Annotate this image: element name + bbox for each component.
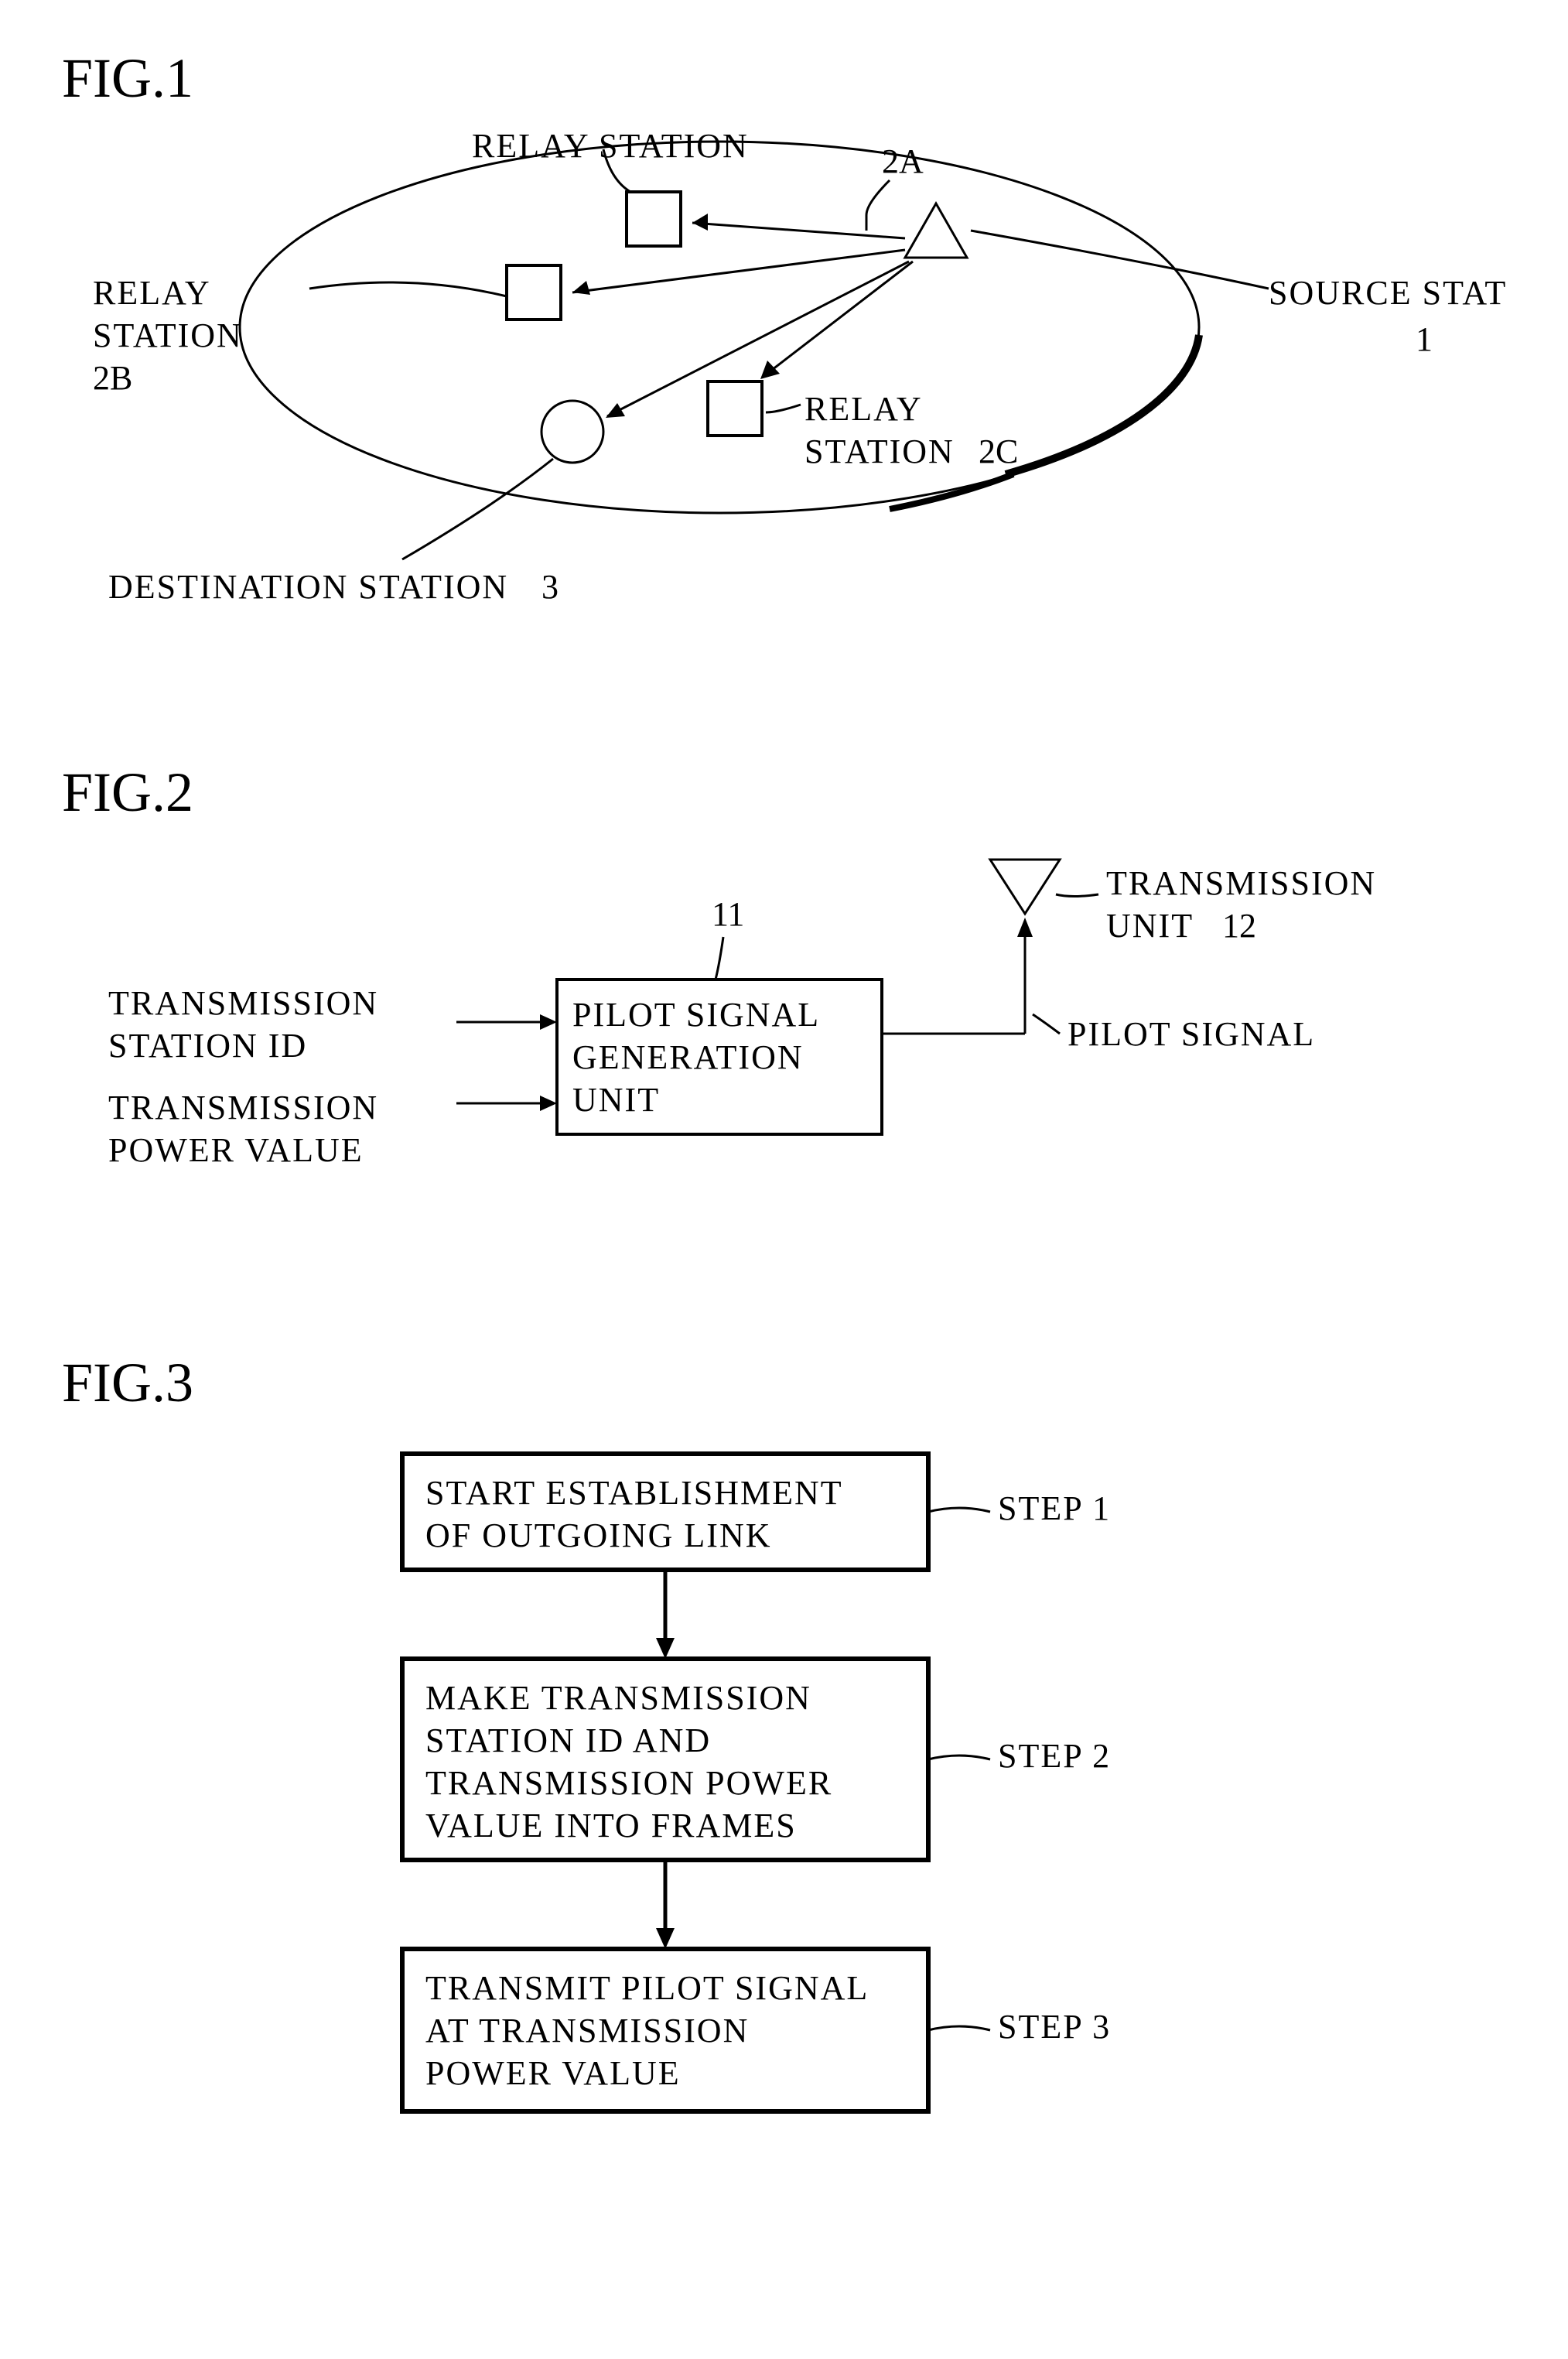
antenna-arrow bbox=[1017, 918, 1033, 937]
arrow-to-dest-head bbox=[606, 403, 625, 418]
fig3-title: FIG.3 bbox=[62, 1351, 1506, 1415]
fig3-flowchart: START ESTABLISHMENT OF OUTGOING LINK STE… bbox=[62, 1431, 1506, 2189]
relay-2c-num: 2C bbox=[979, 432, 1018, 470]
tx-line2: UNIT bbox=[1106, 907, 1194, 945]
cell-ellipse-thick bbox=[1006, 335, 1199, 474]
block-line1: PILOT SIGNAL bbox=[572, 996, 820, 1034]
step2-label: STEP 2 bbox=[998, 1737, 1111, 1775]
leader-step2 bbox=[928, 1756, 990, 1759]
input2-line2: POWER VALUE bbox=[108, 1131, 364, 1169]
leader-step1 bbox=[928, 1508, 990, 1512]
step3-line1: TRANSMIT PILOT SIGNAL bbox=[425, 1969, 869, 2007]
leader-2a-num bbox=[866, 180, 890, 231]
relay-2b-label2: STATION bbox=[93, 316, 243, 354]
leader-11 bbox=[716, 937, 723, 979]
relay-2b-label1: RELAY bbox=[93, 274, 211, 312]
relay-2c-label1: RELAY bbox=[804, 390, 923, 428]
antenna-icon bbox=[990, 860, 1060, 914]
step2-line2: STATION ID AND bbox=[425, 1721, 711, 1759]
step1-label: STEP 1 bbox=[998, 1489, 1111, 1527]
cell-ellipse-thick2 bbox=[890, 474, 1013, 509]
relay-station-label: RELAY STATION bbox=[472, 127, 749, 165]
step2-line3: TRANSMISSION POWER bbox=[425, 1764, 832, 1802]
source-station-triangle bbox=[905, 203, 967, 258]
leader-source bbox=[971, 231, 1269, 289]
arrow-to-2b bbox=[572, 250, 905, 292]
leader-step3 bbox=[928, 2026, 990, 2030]
dest-num: 3 bbox=[541, 568, 559, 606]
input2-line1: TRANSMISSION bbox=[108, 1089, 378, 1127]
fig1-title: FIG.1 bbox=[62, 46, 1506, 111]
relay-2b-box bbox=[507, 265, 561, 320]
block-num: 11 bbox=[712, 895, 744, 933]
step2-line4: VALUE INTO FRAMES bbox=[425, 1807, 797, 1844]
arrow-input2-head bbox=[540, 1096, 557, 1111]
leader-tx bbox=[1056, 894, 1098, 897]
fig1-diagram: RELAY STATION 2A RELAY STATION 2B RELAY … bbox=[62, 126, 1506, 637]
dest-label: DESTINATION STATION bbox=[108, 568, 508, 606]
arrow-to-2c-head bbox=[760, 361, 780, 379]
relay-2c-label2: STATION bbox=[804, 432, 955, 470]
relay-2b-num: 2B bbox=[93, 359, 132, 397]
destination-circle bbox=[541, 401, 603, 463]
arrow-to-2c bbox=[762, 262, 913, 378]
leader-2b bbox=[309, 282, 507, 296]
block-line2: GENERATION bbox=[572, 1038, 804, 1076]
tx-num: 12 bbox=[1222, 907, 1256, 945]
arrow-to-2b-head bbox=[572, 281, 590, 295]
input1-line1: TRANSMISSION bbox=[108, 984, 378, 1022]
arrow-2-3-head bbox=[656, 1928, 675, 1949]
step3-label: STEP 3 bbox=[998, 2008, 1111, 2046]
figure-3: FIG.3 START ESTABLISHMENT OF OUTGOING LI… bbox=[62, 1351, 1506, 2189]
arrow-1-2-head bbox=[656, 1638, 675, 1659]
step1-line1: START ESTABLISHMENT bbox=[425, 1474, 843, 1512]
step3-line2: AT TRANSMISSION bbox=[425, 2012, 749, 2050]
source-label: SOURCE STATION bbox=[1269, 274, 1506, 312]
step1-line2: OF OUTGOING LINK bbox=[425, 1516, 772, 1554]
figure-2: FIG.2 PILOT SIGNAL GENERATION UNIT 11 TR… bbox=[62, 761, 1506, 1227]
arrow-to-2a-head bbox=[692, 214, 708, 231]
fig2-diagram: PILOT SIGNAL GENERATION UNIT 11 TRANSMIS… bbox=[62, 840, 1506, 1227]
step2-line1: MAKE TRANSMISSION bbox=[425, 1679, 811, 1717]
arrow-input1-head bbox=[540, 1014, 557, 1030]
relay-2c-box bbox=[708, 381, 762, 436]
pilot-signal-label: PILOT SIGNAL bbox=[1068, 1015, 1315, 1053]
tx-line1: TRANSMISSION bbox=[1106, 864, 1376, 902]
fig2-title: FIG.2 bbox=[62, 761, 1506, 825]
leader-pilot bbox=[1033, 1014, 1060, 1034]
step3-line3: POWER VALUE bbox=[425, 2054, 681, 2092]
relay-2a-num: 2A bbox=[882, 142, 924, 180]
arrow-to-2a bbox=[692, 223, 905, 238]
block-line3: UNIT bbox=[572, 1081, 660, 1119]
source-num: 1 bbox=[1416, 320, 1433, 358]
relay-2a-box bbox=[627, 192, 681, 246]
figure-1: FIG.1 RELAY STATION 2A RELAY bbox=[62, 46, 1506, 637]
leader-2c bbox=[766, 405, 801, 412]
input1-line2: STATION ID bbox=[108, 1027, 307, 1065]
